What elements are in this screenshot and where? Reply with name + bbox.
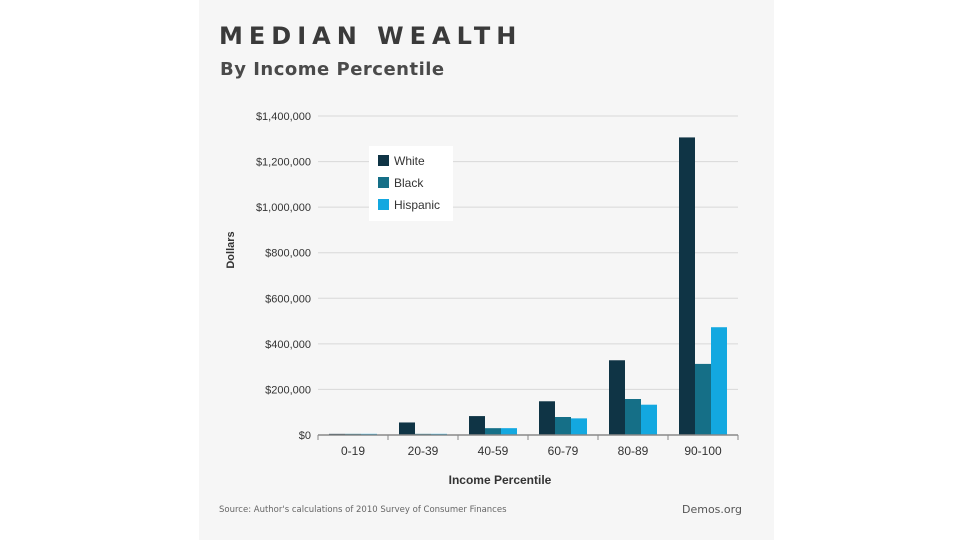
y-tick-label: $200,000 — [265, 384, 311, 396]
legend-label-white: White — [394, 154, 425, 168]
bar-hispanic-40-59 — [501, 428, 517, 435]
x-tick-label: 80-89 — [618, 444, 649, 458]
x-tick-label: 60-79 — [548, 444, 579, 458]
x-tick-label: 20-39 — [408, 444, 439, 458]
y-tick-label: $1,000,000 — [256, 202, 311, 214]
bar-hispanic-90-100 — [711, 327, 727, 435]
bar-hispanic-60-79 — [571, 418, 587, 435]
y-tick-label: $600,000 — [265, 293, 311, 305]
y-axis-ticks: $0 $200,000 $400,000 $600,000 $800,000 $1,000… — [256, 111, 311, 442]
chart-subtitle: By Income Percentile — [220, 59, 445, 80]
legend-label-hispanic: Hispanic — [394, 198, 440, 212]
bar-white-80-89 — [609, 360, 625, 435]
y-tick-label: $0 — [299, 430, 311, 442]
legend-swatch-hispanic — [378, 199, 389, 210]
y-tick-label: $400,000 — [265, 339, 311, 351]
y-tick-label: $1,400,000 — [256, 111, 311, 123]
bar-white-20-39 — [399, 422, 415, 435]
x-tick-label: 0-19 — [341, 444, 365, 458]
bar-black-80-89 — [625, 398, 641, 435]
legend-label-black: Black — [394, 176, 424, 190]
bar-white-90-100 — [679, 137, 695, 435]
legend-swatch-black — [378, 177, 389, 188]
chart-title: MEDIAN WEALTH — [219, 22, 523, 50]
chart-card — [199, 0, 774, 540]
source-note: Source: Author's calculations of 2010 Su… — [219, 505, 507, 515]
y-tick-label: $1,200,000 — [256, 157, 311, 169]
bar-white-40-59 — [469, 416, 485, 435]
x-axis-label: Income Percentile — [449, 473, 552, 487]
bar-black-40-59 — [485, 428, 501, 435]
y-tick-label: $800,000 — [265, 248, 311, 260]
y-axis-label: Dollars — [225, 231, 237, 268]
x-axis — [317, 434, 739, 440]
bars — [329, 137, 727, 435]
bar-black-90-100 — [695, 363, 711, 435]
legend-swatch-white — [378, 155, 389, 166]
bar-hispanic-80-89 — [641, 404, 657, 435]
x-tick-label: 90-100 — [684, 444, 722, 458]
x-tick-label: 40-59 — [478, 444, 509, 458]
bar-black-60-79 — [555, 416, 571, 435]
x-axis-ticks: 0-19 20-39 40-59 60-79 80-89 90-100 — [341, 444, 722, 458]
brand-label: Demos.org — [682, 503, 742, 516]
bar-white-60-79 — [539, 401, 555, 435]
legend: White Black Hispanic — [369, 146, 453, 221]
